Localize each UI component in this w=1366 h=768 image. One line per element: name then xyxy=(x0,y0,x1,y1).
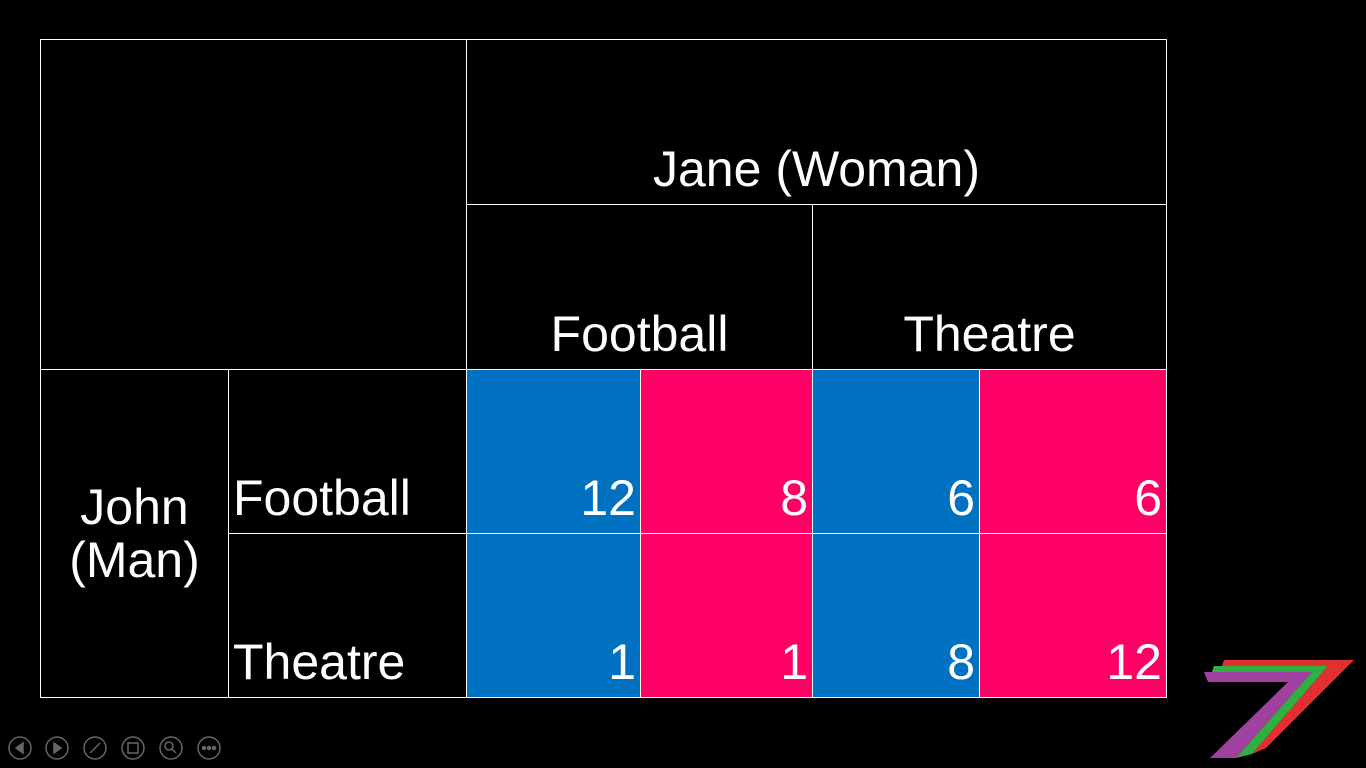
slideshow-controls xyxy=(8,736,221,760)
column-player: Jane (Woman) xyxy=(466,39,1167,205)
icon xyxy=(201,745,207,751)
icon xyxy=(89,742,101,754)
icon xyxy=(211,745,217,751)
icon xyxy=(206,745,212,751)
next-button[interactable] xyxy=(45,736,69,760)
previous-button[interactable] xyxy=(8,736,32,760)
icon xyxy=(164,741,174,751)
zoom-button[interactable] xyxy=(159,736,183,760)
row-option: Football xyxy=(228,369,467,534)
row-player: John (Man) xyxy=(40,369,229,698)
logo-stripe xyxy=(1204,672,1312,758)
payoff-cell: 6 xyxy=(812,369,980,534)
icon xyxy=(127,742,139,754)
icon xyxy=(14,741,24,755)
payoff-cell: 6 xyxy=(979,369,1167,534)
row-option: Theatre xyxy=(228,533,467,698)
icon xyxy=(171,748,177,754)
column-option: Theatre xyxy=(812,204,1167,370)
logo xyxy=(1204,660,1354,758)
logo-stripe xyxy=(1222,660,1354,754)
payoff-cell: 8 xyxy=(812,533,980,698)
payoff-cell: 12 xyxy=(466,369,641,534)
pen-button[interactable] xyxy=(83,736,107,760)
empty-corner xyxy=(40,39,467,370)
icon xyxy=(53,741,63,755)
more-button[interactable] xyxy=(197,736,221,760)
column-option: Football xyxy=(466,204,813,370)
payoff-cell: 1 xyxy=(640,533,813,698)
payoff-cell: 8 xyxy=(640,369,813,534)
logo-stripe xyxy=(1212,666,1328,758)
slides-button[interactable] xyxy=(121,736,145,760)
payoff-cell: 1 xyxy=(466,533,641,698)
payoff-cell: 12 xyxy=(979,533,1167,698)
